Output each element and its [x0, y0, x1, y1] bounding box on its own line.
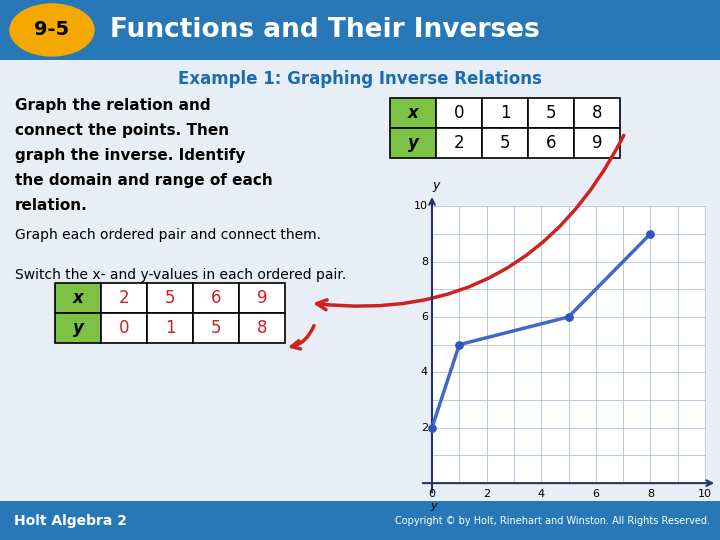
Bar	[528, 98, 574, 128]
Text: Holt Algebra 2: Holt Algebra 2	[14, 514, 127, 528]
FancyArrowPatch shape	[317, 136, 624, 310]
Text: y: y	[408, 134, 418, 152]
Text: Copyright © by Holt, Rinehart and Winston. All Rights Reserved.: Copyright © by Holt, Rinehart and Winsto…	[395, 516, 710, 525]
Text: relation.: relation.	[15, 198, 88, 213]
Text: 5: 5	[500, 134, 510, 152]
Text: x: x	[73, 289, 84, 307]
Text: connect the points. Then: connect the points. Then	[15, 123, 229, 138]
Bar	[390, 128, 436, 158]
Text: 4: 4	[421, 367, 428, 377]
Bar	[436, 98, 482, 128]
Text: 2: 2	[483, 489, 490, 499]
Bar	[101, 283, 147, 313]
Text: 9-5: 9-5	[35, 21, 70, 39]
Text: 8: 8	[592, 104, 602, 122]
Text: Graph the relation and: Graph the relation and	[15, 98, 211, 113]
Bar	[432, 206, 705, 483]
Text: 0: 0	[454, 104, 464, 122]
Bar	[55, 313, 101, 343]
Bar	[147, 283, 193, 313]
Text: y: y	[432, 179, 440, 192]
Text: 9: 9	[257, 289, 267, 307]
Text: 6: 6	[421, 312, 428, 322]
Text: 2: 2	[454, 134, 464, 152]
Text: 4: 4	[538, 489, 545, 499]
Text: 8: 8	[421, 256, 428, 267]
Text: 5: 5	[211, 319, 221, 337]
Bar	[147, 313, 193, 343]
Ellipse shape	[10, 4, 94, 56]
Bar	[55, 283, 101, 313]
Bar	[239, 313, 285, 343]
Text: the domain and range of each: the domain and range of each	[15, 173, 273, 188]
Text: Functions and Their Inverses: Functions and Their Inverses	[110, 17, 540, 43]
Text: Switch the x- and y-values in each ordered pair.: Switch the x- and y-values in each order…	[15, 268, 346, 282]
Bar	[528, 128, 574, 158]
Text: 0: 0	[119, 319, 130, 337]
Bar	[193, 283, 239, 313]
Bar	[101, 313, 147, 343]
Text: graph the inverse. Identify: graph the inverse. Identify	[15, 148, 246, 163]
Text: 6: 6	[593, 489, 599, 499]
Text: 10: 10	[414, 201, 428, 211]
FancyArrowPatch shape	[292, 326, 314, 349]
Point	[426, 423, 438, 432]
Text: 0: 0	[428, 489, 436, 499]
Bar	[390, 98, 436, 128]
Bar	[239, 283, 285, 313]
Bar	[482, 98, 528, 128]
Text: y: y	[73, 319, 84, 337]
Bar	[482, 128, 528, 158]
Text: 2: 2	[421, 423, 428, 433]
Text: 8: 8	[647, 489, 654, 499]
Text: 6: 6	[211, 289, 221, 307]
Text: 10: 10	[698, 489, 712, 499]
Text: 5: 5	[165, 289, 175, 307]
Text: y: y	[431, 501, 437, 511]
Text: Graph each ordered pair and connect them.: Graph each ordered pair and connect them…	[15, 228, 321, 242]
Point	[563, 313, 575, 321]
Text: 9: 9	[592, 134, 602, 152]
Text: 1: 1	[500, 104, 510, 122]
Text: 5: 5	[546, 104, 557, 122]
Text: 1: 1	[165, 319, 175, 337]
Text: x: x	[408, 104, 418, 122]
Text: 8: 8	[257, 319, 267, 337]
Bar	[193, 313, 239, 343]
Bar	[574, 98, 620, 128]
Text: 2: 2	[119, 289, 130, 307]
Bar	[574, 128, 620, 158]
Point	[454, 340, 465, 349]
Text: 6: 6	[546, 134, 557, 152]
Text: Example 1: Graphing Inverse Relations: Example 1: Graphing Inverse Relations	[178, 70, 542, 88]
Bar	[436, 128, 482, 158]
Point	[644, 230, 656, 238]
